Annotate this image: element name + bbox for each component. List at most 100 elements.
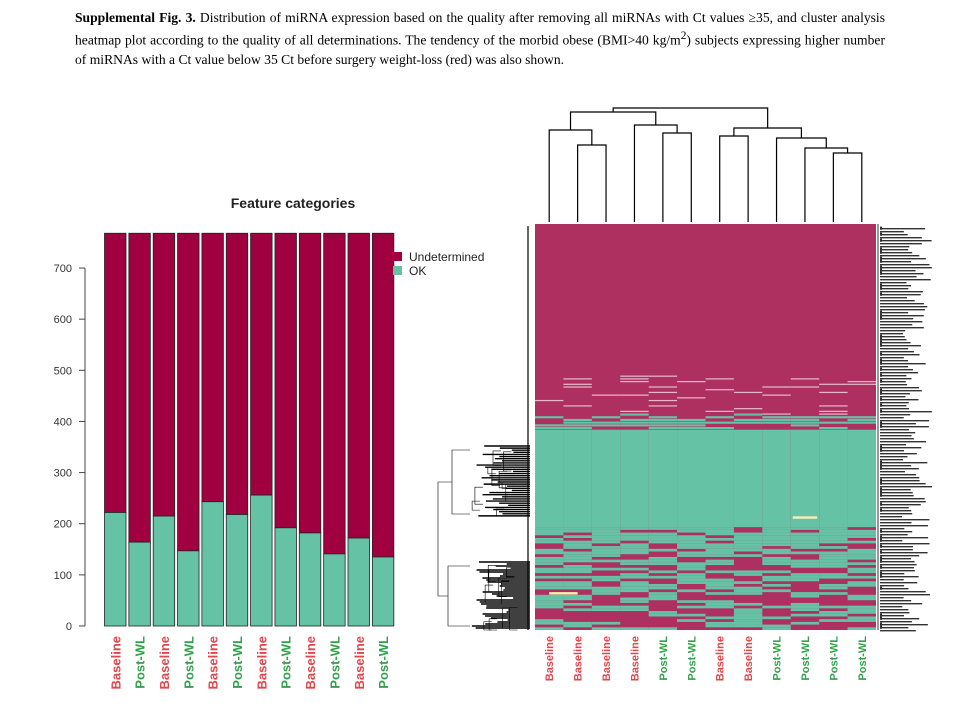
heatmap-cell <box>705 551 734 555</box>
heatmap-cell <box>648 594 678 598</box>
heatmap-cell <box>847 554 876 557</box>
heatmap-row-label <box>880 237 922 239</box>
heatmap-cell <box>620 410 649 412</box>
heatmap-row-label-mark <box>880 361 882 365</box>
heatmap-cell <box>620 567 649 571</box>
heatmap-cell <box>762 416 791 419</box>
heatmap-cell <box>762 605 791 609</box>
heatmap-cell <box>847 532 876 536</box>
heatmap-row-label-mark <box>880 565 882 569</box>
heatmap-cell <box>648 575 678 579</box>
heatmap-cell <box>733 546 763 549</box>
bar-x-tick-label: Post-WL <box>279 636 294 689</box>
heatmap-cell <box>648 583 678 587</box>
heatmap-row-label-mark <box>880 586 882 590</box>
heatmap-cell <box>677 575 706 579</box>
heatmap-cell <box>535 416 564 419</box>
heatmap-ok-block <box>563 429 592 528</box>
heatmap-cell <box>819 540 848 544</box>
heatmap-cell <box>535 600 564 603</box>
bar-undetermined <box>128 232 151 543</box>
heatmap-cell <box>535 597 564 601</box>
heatmap-cell <box>733 413 763 416</box>
heatmap-cell <box>790 605 820 609</box>
heatmap-x-tick-label: Baseline <box>715 636 727 681</box>
heatmap-cell <box>591 592 621 595</box>
heatmap-row-label <box>880 288 909 290</box>
heatmap-cell <box>790 378 820 380</box>
heatmap-cell <box>563 575 592 579</box>
heatmap-row-label <box>880 516 903 518</box>
heatmap-cell <box>648 597 678 601</box>
dendrogram-branch <box>506 567 515 578</box>
heatmap-cell <box>790 565 820 568</box>
heatmap-cell <box>677 600 706 603</box>
heatmap-cell <box>790 386 820 388</box>
heatmap-cell <box>847 556 876 560</box>
bar-undetermined <box>225 232 249 515</box>
heatmap-row-label-mark <box>880 238 882 242</box>
legend-swatch-undetermined <box>393 252 402 261</box>
bar-undetermined <box>371 232 395 558</box>
heatmap-row-label <box>880 513 913 515</box>
heatmap-x-tick-label: Post-WL <box>828 636 840 681</box>
heatmap-cell <box>847 627 876 630</box>
heatmap-row-label-mark <box>880 403 882 407</box>
dendrogram-branch <box>505 484 514 502</box>
heatmap-row-label <box>880 483 926 485</box>
heatmap-cell <box>535 583 564 587</box>
heatmap-cell <box>705 592 734 595</box>
heatmap-cell <box>620 378 649 380</box>
dendrogram-branch <box>483 621 492 631</box>
heatmap-cell <box>591 586 621 590</box>
heatmap-row-label <box>880 480 920 482</box>
heatmap-cell <box>790 537 820 541</box>
heatmap-row-label <box>880 579 904 581</box>
heatmap-cell <box>535 540 564 544</box>
heatmap-cell <box>733 592 763 595</box>
heatmap-cell <box>790 575 820 579</box>
heatmap-cell <box>648 535 678 538</box>
heatmap-cell <box>733 602 763 606</box>
dendrogram-branch <box>492 450 502 466</box>
heatmap-cell <box>563 597 592 601</box>
heatmap-cell <box>535 559 564 563</box>
heatmap-cell <box>648 586 678 590</box>
dendrogram-branch <box>662 132 692 222</box>
heatmap-cell <box>762 532 791 536</box>
heatmap-cell <box>733 391 763 394</box>
bar-x-tick-label: Post-WL <box>133 636 148 689</box>
heatmap-row-label <box>880 531 913 533</box>
heatmap-cell <box>705 583 734 587</box>
heatmap-cell <box>733 573 763 576</box>
heatmap-x-tick-label: Post-WL <box>857 636 869 681</box>
heatmap-cell <box>677 605 706 609</box>
heatmap-cell <box>648 416 678 419</box>
heatmap-cell <box>762 386 791 388</box>
heatmap-ok-block <box>762 429 791 528</box>
legend-label-ok: OK <box>409 264 426 278</box>
heatmap-cell <box>733 616 763 620</box>
heatmap-row-label <box>880 408 910 410</box>
heatmap-cell <box>819 410 848 412</box>
heatmap-row-label <box>880 594 931 596</box>
heatmap-row-label <box>880 366 909 368</box>
figure-caption: Supplemental Fig. 3. Distribution of miR… <box>75 8 885 69</box>
heatmap-row-label <box>880 621 912 623</box>
heatmap-cell <box>705 378 734 380</box>
heatmap-cell <box>705 554 734 557</box>
heatmap-cell <box>535 548 564 552</box>
heatmap-cell <box>847 575 876 579</box>
heatmap-cell <box>847 583 876 587</box>
heatmap-cell <box>819 559 848 563</box>
heatmap-cell <box>677 573 706 576</box>
heatmap-row-label <box>880 351 914 353</box>
heatmap-cell <box>705 570 734 574</box>
heatmap-row-label <box>880 312 909 314</box>
heatmap-cell <box>847 608 876 612</box>
heatmap-ok-block <box>819 429 848 528</box>
heatmap-cell <box>563 551 592 555</box>
heatmap-row-label <box>880 417 904 419</box>
heatmap-row-label <box>880 444 907 446</box>
heatmap-cell <box>819 405 848 407</box>
